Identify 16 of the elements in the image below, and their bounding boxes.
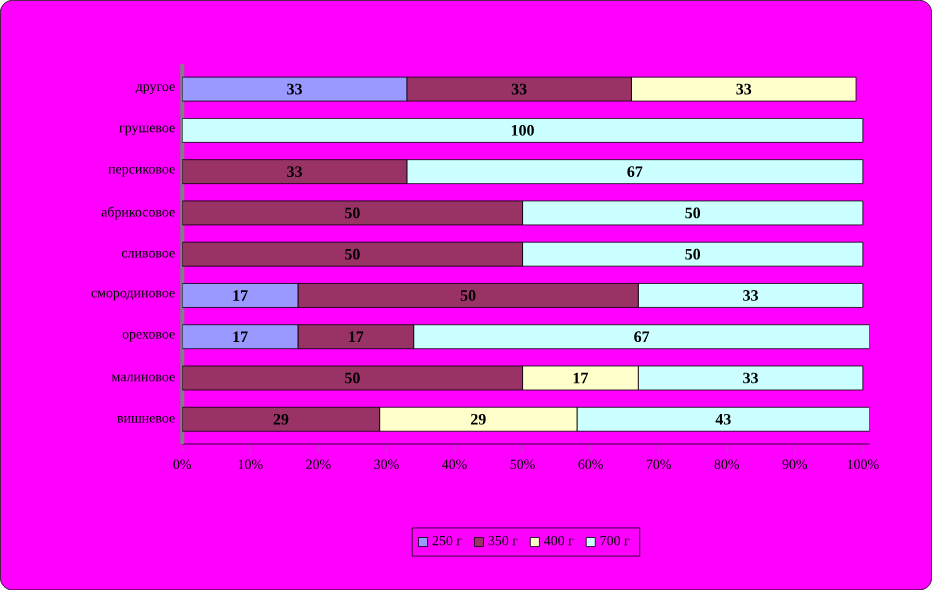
bar: [413, 324, 870, 349]
bar: [637, 365, 864, 391]
bar: [522, 241, 864, 267]
bar: [406, 159, 864, 184]
bar: [182, 200, 523, 226]
bar: [182, 365, 523, 391]
bar: [182, 159, 408, 184]
bar: [637, 282, 864, 308]
bar: [182, 241, 523, 267]
bar: [406, 76, 632, 102]
bar: [182, 406, 381, 432]
bar: [522, 200, 864, 226]
bar: [576, 406, 870, 432]
bar: [297, 282, 639, 308]
bar: [182, 117, 864, 143]
bar: [297, 324, 415, 349]
